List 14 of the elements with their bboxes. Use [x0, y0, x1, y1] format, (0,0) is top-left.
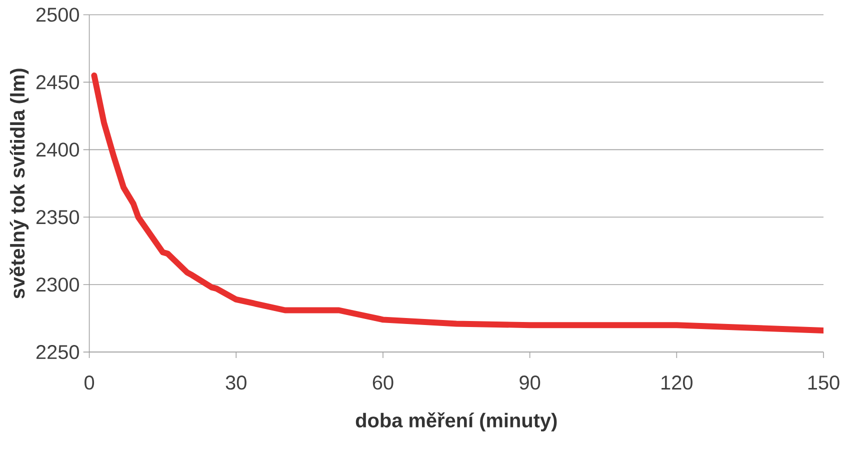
- y-tick-label: 2400: [36, 142, 79, 157]
- x-tick-label: 0: [84, 376, 94, 390]
- x-tick-label: 120: [662, 376, 692, 390]
- x-axis-title: doba měření (minuty): [356, 412, 557, 432]
- y-tick-label: 2500: [36, 8, 79, 22]
- x-tick-label: 90: [520, 376, 540, 390]
- y-axis-title: světelný tok svítidla (lm): [10, 68, 29, 298]
- x-tick-label: 60: [372, 376, 394, 390]
- y-tick-label: 2350: [36, 210, 79, 224]
- x-tick-label: 150: [808, 376, 840, 390]
- x-tick-label: 30: [226, 376, 246, 390]
- y-tick-label: 2300: [36, 278, 79, 292]
- y-tick-label: 2450: [36, 75, 79, 90]
- y-tick-label: 2250: [36, 345, 79, 360]
